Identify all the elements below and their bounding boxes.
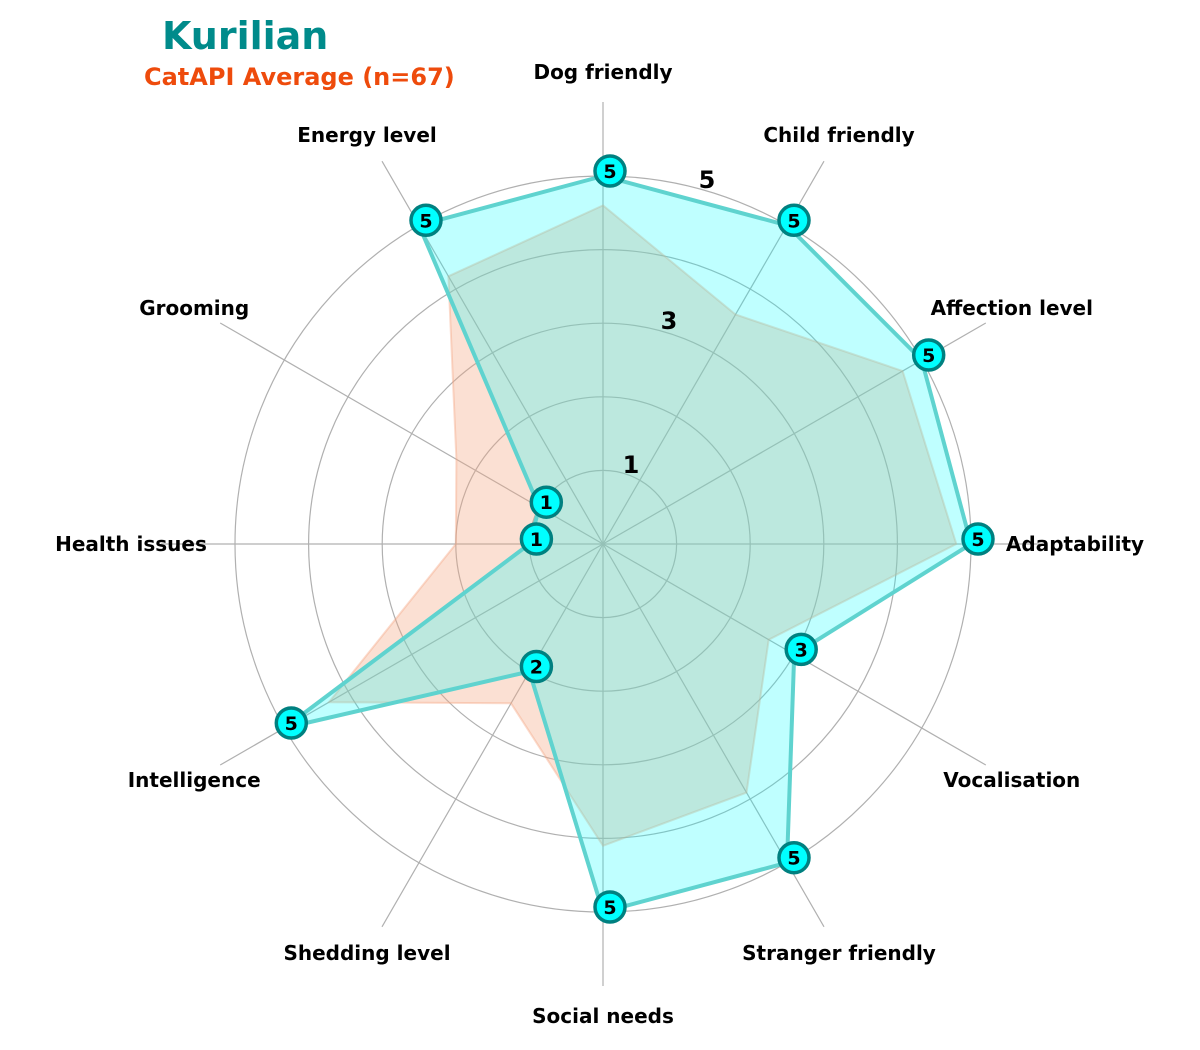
data-point-marker [519, 522, 554, 556]
data-point-marker [593, 154, 627, 188]
data-point-label: 1 [540, 492, 553, 514]
ring-tick-label: 5 [699, 166, 716, 194]
data-point-marker [274, 706, 309, 740]
data-point-marker [777, 203, 811, 238]
data-point-marker [961, 522, 995, 556]
axis-label: Grooming [139, 296, 249, 320]
breed-area [284, 176, 971, 912]
data-point-label: 3 [795, 639, 808, 661]
data-point-marker [593, 890, 627, 924]
data-point-marker [784, 632, 818, 667]
data-point-marker [911, 338, 946, 372]
ring-tick-label: 1 [623, 451, 640, 479]
axis-label: Intelligence [128, 768, 261, 792]
average-area [326, 204, 958, 848]
axis-label: Child friendly [763, 123, 914, 147]
data-point-label: 5 [971, 529, 984, 551]
axis-label: Shedding level [283, 941, 450, 965]
data-point-marker [529, 485, 564, 519]
data-point-label: 5 [285, 713, 298, 735]
axis-label: Adaptability [1006, 532, 1144, 556]
data-point-label: 2 [530, 657, 543, 679]
data-point-label: 5 [603, 897, 616, 919]
axis-spoke [381, 543, 604, 928]
axis-label: Energy level [297, 123, 437, 147]
data-point-label: 5 [787, 848, 800, 870]
label-layer: 1 3 5 Dog friendly Child friendly Affection l… [55, 60, 1144, 1028]
data-point-label: 5 [419, 210, 432, 232]
data-point-label: 5 [787, 210, 800, 232]
axis-label: Vocalisation [943, 768, 1080, 792]
data-point-marker [409, 203, 443, 238]
marker-layer: 5 5 5 5 3 5 5 2 5 1 1 5 [274, 154, 995, 924]
ring-tick-label: 3 [661, 307, 678, 335]
chart-subtitle: CatAPI Average (n=67) [144, 63, 455, 91]
axis-label: Social needs [532, 1004, 674, 1028]
data-point-marker [519, 649, 554, 684]
chart-title: Kurilian [162, 14, 329, 58]
data-point-label: 5 [922, 345, 935, 367]
axis-label: Dog friendly [533, 60, 672, 84]
data-point-label: 1 [530, 529, 543, 551]
data-point-label: 5 [603, 161, 616, 183]
data-point-marker [777, 840, 811, 875]
axis-label: Stranger friendly [742, 941, 936, 965]
axis-label: Affection level [931, 296, 1093, 320]
axis-label: Health issues [55, 532, 207, 556]
